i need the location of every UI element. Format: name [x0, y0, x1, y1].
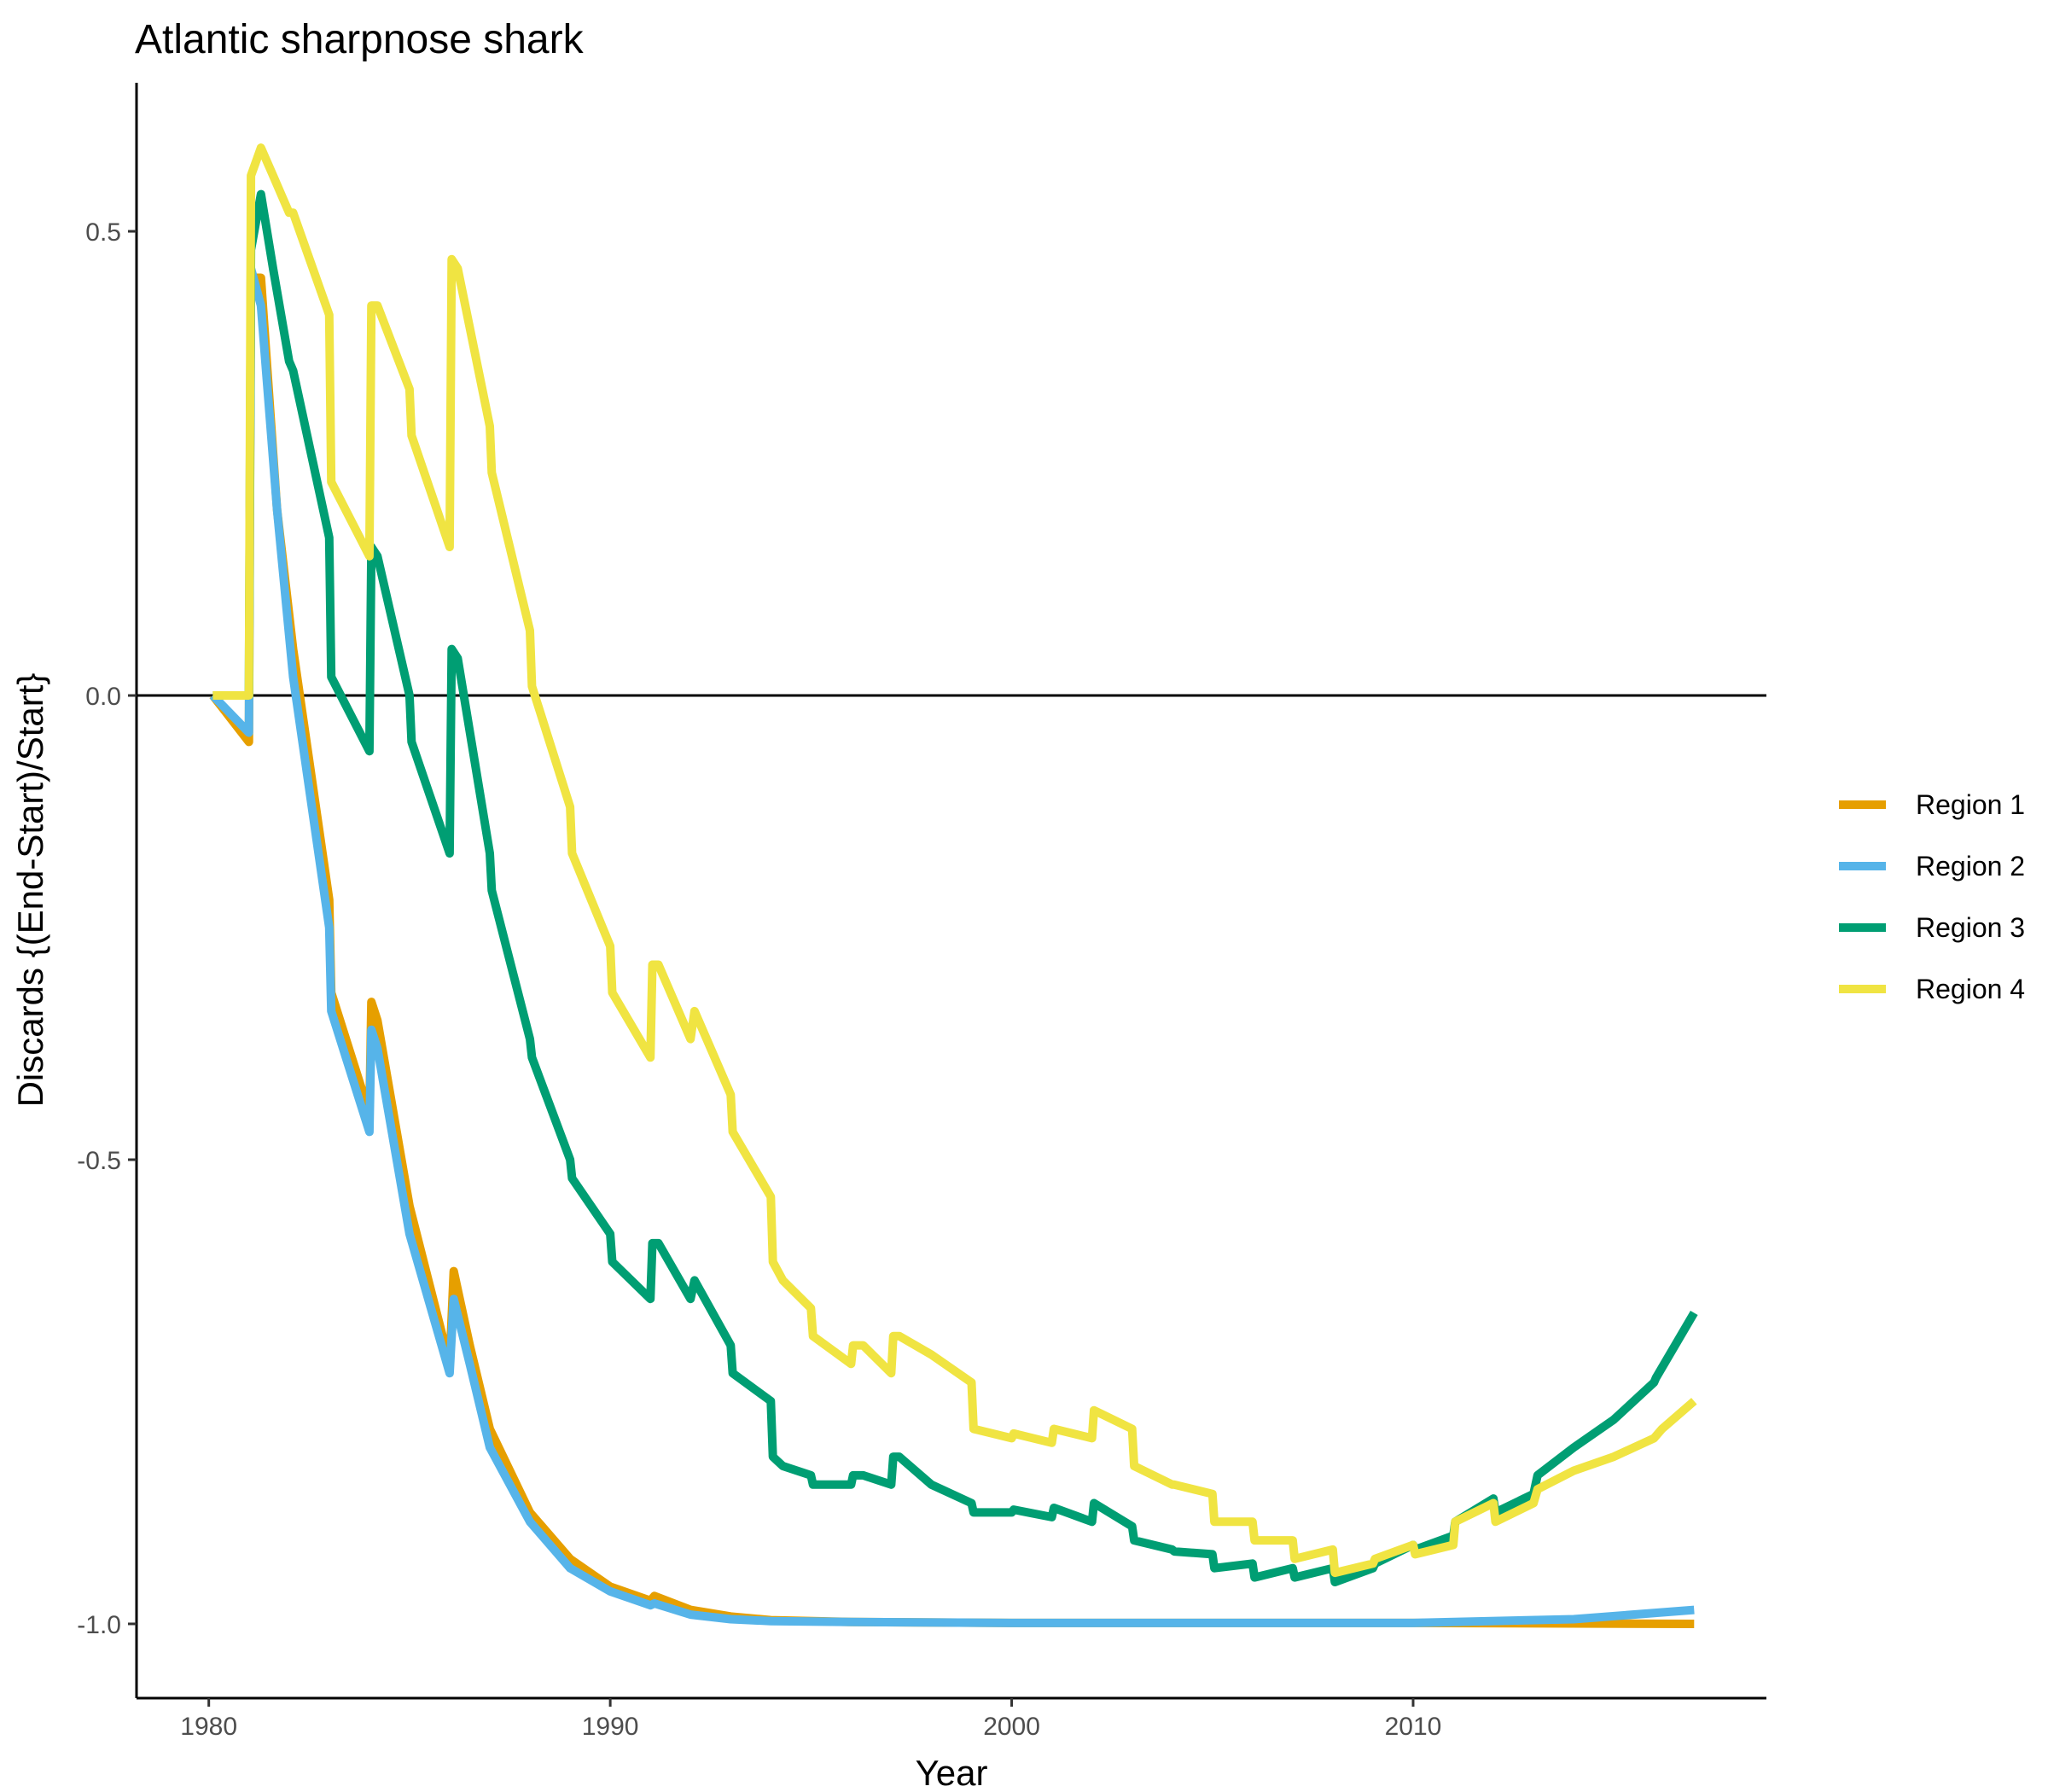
- legend-label-region-2: Region 2: [1916, 851, 2025, 881]
- series-line-region-2: [209, 264, 1695, 1627]
- y-tick-label: 0.5: [85, 218, 121, 247]
- x-axis-title: Year: [916, 1753, 988, 1792]
- y-axis-ticks: -1.0 -0.5 0.0 0.5: [77, 218, 137, 1639]
- legend-label-region-1: Region 1: [1916, 789, 2025, 820]
- x-axis-ticks: 1980 1990 2000 2010: [180, 1698, 1441, 1741]
- series-line-region-4: [212, 143, 1697, 1578]
- x-tick-label: 2010: [1385, 1713, 1442, 1741]
- y-tick-label: 0.0: [85, 683, 121, 711]
- legend: Region 1 Region 2 Region 3 Region 4: [1839, 789, 2025, 1004]
- y-axis-title: Discards {(End-Start)/Start}: [10, 673, 50, 1108]
- plot-area: [137, 143, 1766, 1628]
- legend-label-region-3: Region 3: [1916, 912, 2025, 943]
- y-tick-label: -0.5: [77, 1147, 121, 1175]
- chart-title: Atlantic sharpnose shark: [135, 17, 585, 62]
- legend-label-region-4: Region 4: [1916, 974, 2025, 1004]
- series-layer: [209, 143, 1698, 1628]
- x-tick-label: 1990: [582, 1713, 639, 1741]
- y-tick-label: -1.0: [77, 1611, 121, 1639]
- x-tick-label: 2000: [983, 1713, 1040, 1741]
- x-tick-label: 1980: [180, 1713, 237, 1741]
